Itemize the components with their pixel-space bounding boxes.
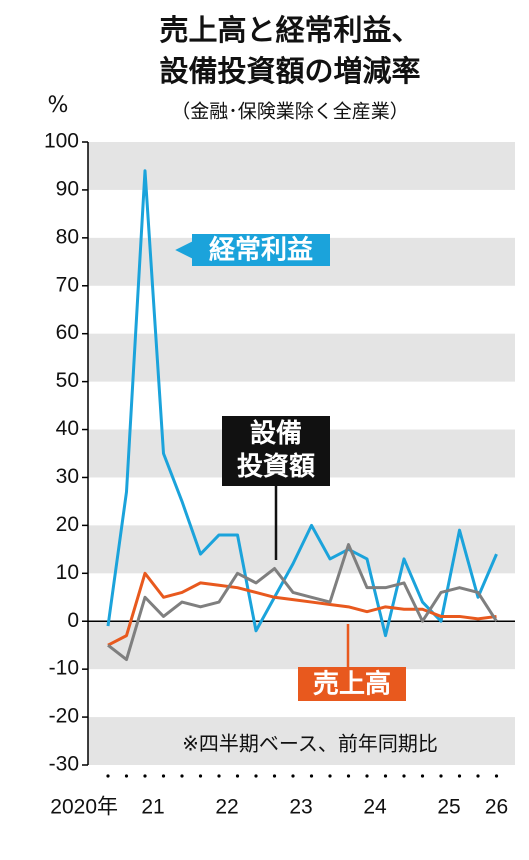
legend-label: 経常利益 [209,235,313,266]
y-tick-label: 100 [44,130,79,153]
series-line [107,571,497,647]
x-tick-label: 23 [289,796,312,819]
y-tick-label: -20 [49,705,79,728]
y-tick-label: 10 [56,561,79,584]
legend-box [222,416,330,486]
y-tick-label: 0 [67,609,79,632]
grid-band [88,333,515,382]
y-tick-label: 40 [56,417,79,440]
y-tick-label: 60 [56,321,79,344]
x-tick [198,774,203,778]
chart-subtitle: （金融･保険業除く全産業） [171,101,409,123]
x-tick-label: 2020年 [50,796,118,819]
x-tick [309,774,314,778]
x-tick [254,774,258,778]
x-tick [291,774,295,778]
x-tick-label: 24 [363,796,387,819]
x-tick-label: 21 [141,796,164,819]
y-tick-label: -10 [49,657,79,680]
grid-band [88,621,515,670]
footnote: ※四半期ベース、前年同期比 [182,732,438,756]
grid-band [88,142,515,190]
y-tick-label: 90 [56,177,79,200]
y-tick-label: 80 [56,225,79,248]
x-tick [346,774,351,778]
x-tick [365,774,369,778]
y-tick-label: 70 [56,273,79,296]
y-tick-label: 20 [56,513,79,536]
y-tick-label: 50 [56,369,79,392]
legend-box [192,234,330,266]
x-tick [328,774,332,778]
x-tick-label: 25 [437,796,460,819]
y-axis-label: % [48,93,69,118]
x-tick [457,774,462,778]
x-tick [476,774,480,778]
y-tick-label: 30 [56,465,79,488]
x-tick [402,774,406,778]
x-tick [272,774,277,778]
legend-label: 売上高 [313,669,391,700]
y-tick-label: -30 [49,753,79,776]
x-tick [439,774,443,778]
x-tick [180,774,184,778]
series-line [107,543,498,662]
x-tick [161,774,166,778]
x-tick-label: 22 [215,796,238,819]
x-tick [124,774,129,778]
x-tick-label: 26 [485,796,508,819]
x-tick [383,774,388,778]
x-tick [217,774,221,778]
x-tick [494,774,499,778]
x-tick [420,774,425,778]
chart-title-line: 設備投資額の増減率 [159,54,420,88]
grid-band [88,717,515,765]
legend-box [298,667,406,701]
legend-label: 設備投資額 [237,418,315,482]
chart-title-line: 売上高と経常利益、 [159,13,420,47]
x-tick [106,774,110,778]
x-tick [143,774,147,778]
x-tick [235,774,240,778]
